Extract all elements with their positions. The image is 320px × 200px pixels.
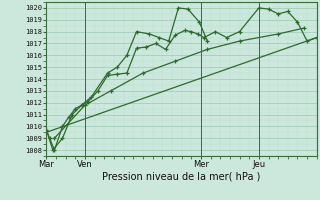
X-axis label: Pression niveau de la mer( hPa ): Pression niveau de la mer( hPa ) [102, 172, 261, 182]
